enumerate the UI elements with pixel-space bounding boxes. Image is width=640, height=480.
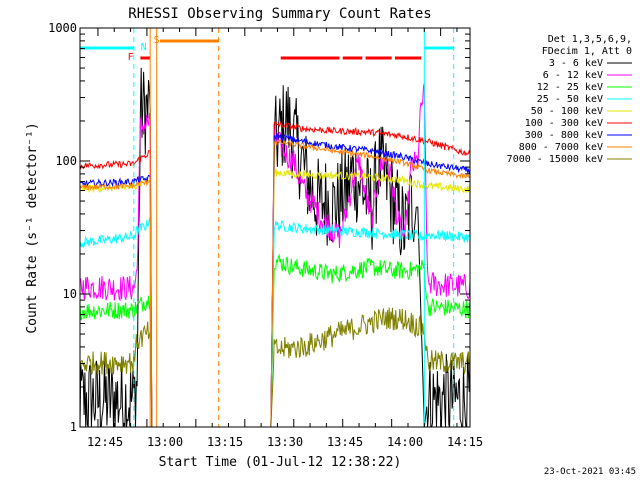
y-axis: 1 10 100 1000: [48, 21, 470, 434]
flag-label-1: N: [141, 42, 147, 53]
series-line-2: [80, 253, 470, 427]
x-tick-label: 13:00: [147, 435, 183, 449]
legend-entry-label: 3 - 6 keV: [549, 58, 603, 69]
y-tick-label: 10: [63, 287, 77, 301]
legend-entry-label: 100 - 300 keV: [525, 118, 603, 129]
series-line-8: [80, 307, 470, 427]
legend-entry-label: 6 - 12 keV: [543, 70, 603, 81]
legend-entry-label: 12 - 25 keV: [537, 82, 603, 93]
legend-header-line: Det 1,3,5,6,9,: [548, 34, 632, 45]
generation-timestamp: 23-Oct-2021 03:45: [544, 467, 636, 477]
legend-entry-label: 25 - 50 keV: [537, 94, 603, 105]
legend-entry-label: 50 - 100 keV: [531, 106, 603, 117]
x-tick-label: 14:15: [447, 435, 483, 449]
flag-label-0: F: [128, 52, 134, 63]
x-tick-label: 13:15: [207, 435, 243, 449]
y-axis-label: Count Rate (s⁻¹ detector⁻¹): [25, 122, 40, 333]
series-line-5: [80, 121, 470, 427]
plot-area: FNS: [80, 28, 470, 427]
legend-entry-label: 800 - 7000 keV: [519, 142, 603, 153]
flag-label-2: S: [154, 35, 160, 46]
series-line-6: [80, 132, 470, 427]
legend-entry-label: 7000 - 15000 keV: [507, 154, 603, 165]
chart-title: RHESSI Observing Summary Count Rates: [128, 6, 431, 22]
y-tick-label: 100: [55, 154, 77, 168]
y-tick-label: 1000: [48, 21, 77, 35]
x-tick-label: 13:45: [327, 435, 363, 449]
plot-frame: [79, 27, 471, 428]
legend-entry-label: 300 - 800 keV: [525, 130, 603, 141]
x-axis-label: Start Time (01-Jul-12 12:38:22): [159, 455, 402, 470]
x-tick-label: 12:45: [87, 435, 123, 449]
legend: Det 1,3,5,6,9,FDecim 1, Att 03 - 6 keV6 …: [507, 34, 632, 165]
series-line-1: [80, 83, 470, 427]
x-axis: 12:45 13:00 13:15 13:30 13:45 14:00 14:15: [87, 28, 483, 449]
y-tick-label: 1: [70, 420, 77, 434]
x-tick-label: 13:30: [267, 435, 303, 449]
series-line-3: [80, 216, 470, 427]
series-line-7: [80, 138, 470, 427]
legend-header-line: FDecim 1, Att 0: [542, 46, 632, 57]
x-tick-label: 14:00: [387, 435, 423, 449]
